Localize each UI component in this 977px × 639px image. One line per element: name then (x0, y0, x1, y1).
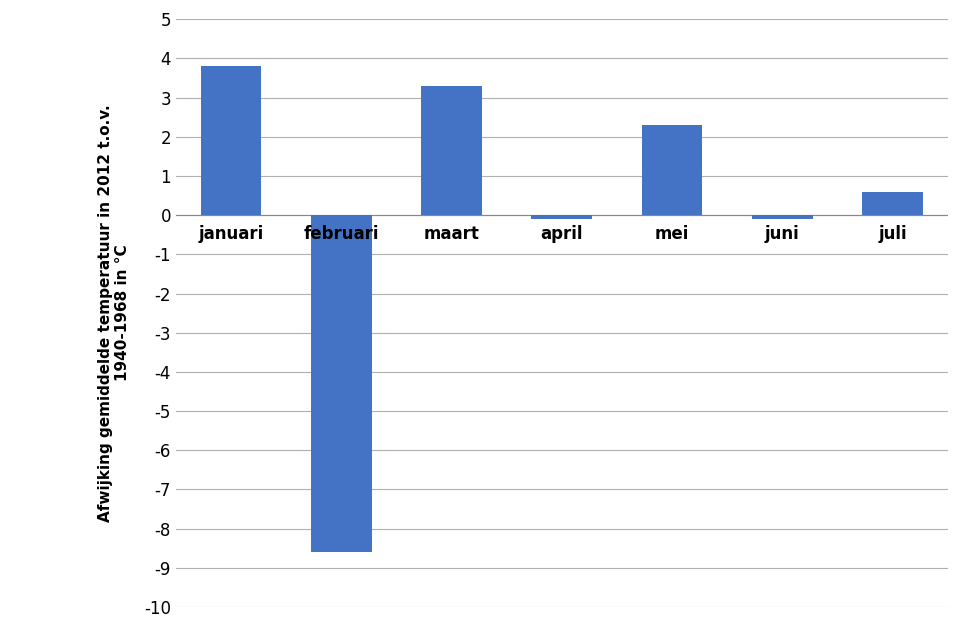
Text: mei: mei (655, 225, 689, 243)
Text: januari: januari (198, 225, 264, 243)
Bar (200, 66, 261, 215)
Text: maart: maart (424, 225, 480, 243)
Text: februari: februari (304, 225, 379, 243)
Y-axis label: Afwijking gemiddelde temperatuur in 2012 t.o.v.
1940-1968 in °C: Afwijking gemiddelde temperatuur in 2012… (98, 104, 130, 522)
Bar (863, 192, 923, 215)
Bar (421, 86, 482, 215)
Bar (311, 215, 371, 552)
Bar (752, 215, 813, 219)
Text: juli: juli (878, 225, 907, 243)
Text: april: april (540, 225, 583, 243)
Text: juni: juni (765, 225, 799, 243)
Bar (531, 215, 592, 219)
Bar (642, 125, 702, 215)
